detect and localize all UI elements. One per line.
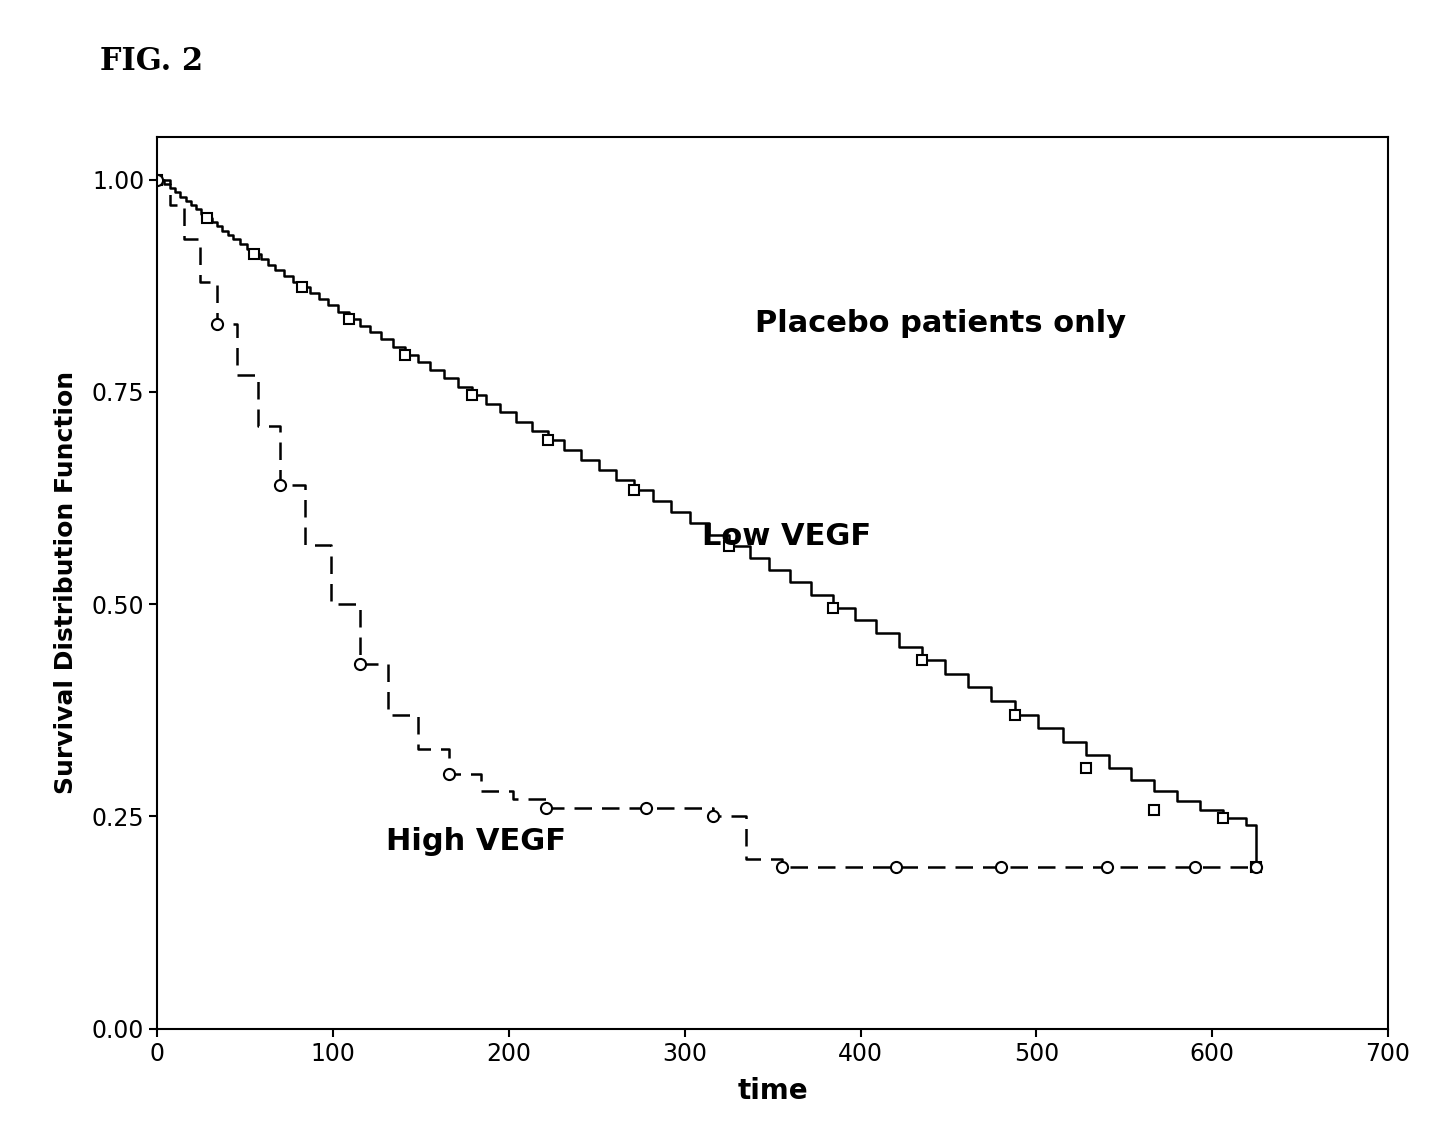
Text: Placebo patients only: Placebo patients only [756, 310, 1126, 338]
Text: FIG. 2: FIG. 2 [100, 46, 203, 77]
Text: High VEGF: High VEGF [386, 828, 567, 856]
Text: Low VEGF: Low VEGF [703, 521, 871, 551]
X-axis label: time: time [737, 1077, 809, 1105]
Y-axis label: Survival Distribution Function: Survival Distribution Function [54, 371, 77, 794]
